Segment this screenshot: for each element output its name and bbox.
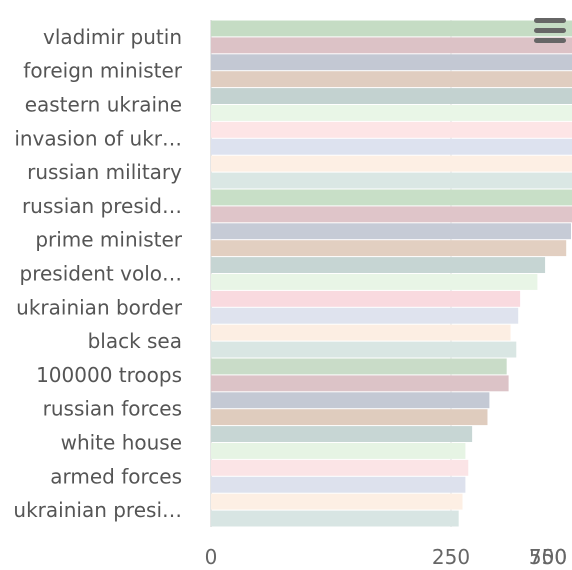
bar[interactable] — [211, 274, 538, 290]
bar[interactable] — [211, 290, 521, 307]
bar[interactable] — [211, 88, 572, 104]
category-label: black sea — [88, 329, 182, 353]
bar[interactable] — [211, 459, 469, 476]
bar[interactable] — [211, 324, 511, 341]
hamburger-icon-bar — [534, 38, 566, 43]
category-label: ukrainian border — [16, 295, 183, 319]
bar[interactable] — [211, 307, 519, 324]
bar[interactable] — [211, 172, 572, 189]
bar[interactable] — [211, 121, 572, 138]
x-tick-label: 500 — [529, 545, 567, 569]
bar[interactable] — [211, 476, 466, 493]
bar[interactable] — [211, 358, 507, 375]
bar[interactable] — [211, 71, 572, 88]
bar[interactable] — [211, 443, 466, 459]
bar[interactable] — [211, 257, 546, 273]
category-label: ukrainian presi… — [13, 498, 182, 522]
category-label: prime minister — [35, 228, 182, 252]
category-label: russian military — [27, 160, 182, 184]
category-label: white house — [61, 431, 182, 455]
bar[interactable] — [211, 54, 572, 71]
bar[interactable] — [211, 392, 490, 409]
category-label: russian forces — [43, 397, 182, 421]
bar[interactable] — [211, 189, 572, 206]
bar[interactable] — [211, 105, 572, 121]
gridlines — [210, 20, 452, 527]
bar[interactable] — [211, 155, 572, 172]
bar[interactable] — [211, 206, 572, 223]
category-label: 100000 troops — [36, 363, 182, 387]
category-label: armed forces — [50, 464, 182, 488]
hamburger-icon — [534, 18, 566, 23]
bar[interactable] — [211, 37, 572, 54]
x-tick-label: 750 — [529, 545, 567, 569]
bar[interactable] — [211, 341, 517, 358]
category-label: vladimir putin — [43, 25, 182, 49]
category-label: foreign minister — [23, 59, 182, 83]
category-label: eastern ukraine — [25, 93, 182, 117]
category-label: president volo… — [20, 262, 183, 286]
bar[interactable] — [211, 20, 572, 37]
bar[interactable] — [211, 426, 473, 442]
bar[interactable] — [211, 223, 571, 240]
bar[interactable] — [211, 240, 567, 257]
bar[interactable] — [211, 375, 509, 392]
hamburger-icon-bar — [534, 28, 566, 33]
x-tick-label: 250 — [432, 545, 470, 569]
bar[interactable] — [211, 493, 463, 510]
bar[interactable] — [211, 409, 488, 426]
category-label: russian presid… — [22, 194, 182, 218]
category-label: invasion of ukr… — [14, 126, 182, 150]
bar[interactable] — [211, 138, 572, 155]
x-tick-label: 0 — [205, 545, 218, 569]
bars — [211, 20, 572, 527]
chart-menu-button[interactable] — [531, 16, 569, 48]
bar[interactable] — [211, 510, 459, 527]
category-labels: vladimir putin foreign minister eastern uk… — [13, 25, 182, 522]
